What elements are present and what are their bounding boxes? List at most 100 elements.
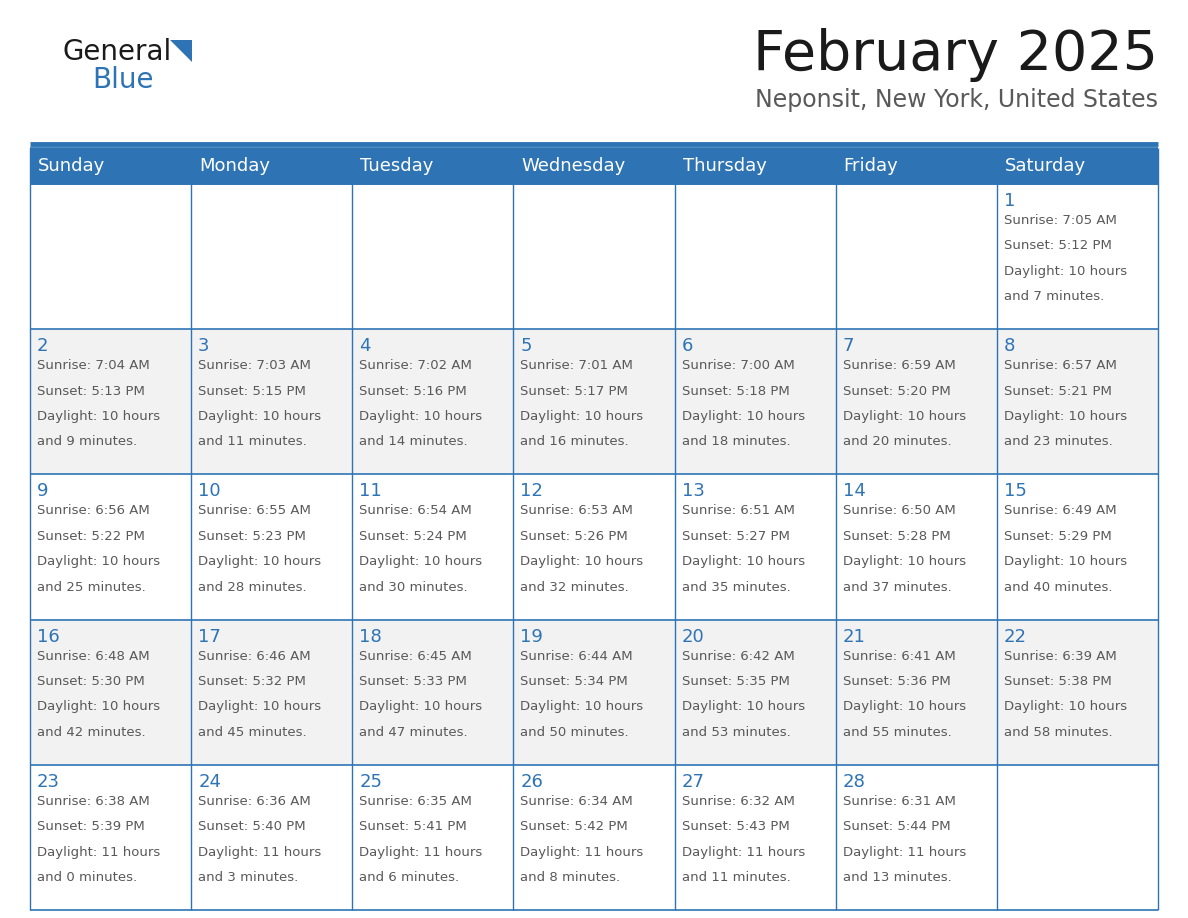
Text: Daylight: 11 hours: Daylight: 11 hours	[198, 845, 322, 858]
Text: and 37 minutes.: and 37 minutes.	[842, 580, 952, 594]
Text: Sunrise: 6:45 AM: Sunrise: 6:45 AM	[359, 650, 472, 663]
Text: 20: 20	[682, 628, 704, 645]
Text: and 55 minutes.: and 55 minutes.	[842, 726, 952, 739]
Text: Sunset: 5:43 PM: Sunset: 5:43 PM	[682, 820, 789, 834]
Text: Sunrise: 7:01 AM: Sunrise: 7:01 AM	[520, 359, 633, 372]
Text: Sunset: 5:33 PM: Sunset: 5:33 PM	[359, 675, 467, 688]
Text: Daylight: 10 hours: Daylight: 10 hours	[842, 555, 966, 568]
Text: and 0 minutes.: and 0 minutes.	[37, 871, 137, 884]
Text: February 2025: February 2025	[753, 28, 1158, 82]
Text: Sunrise: 6:46 AM: Sunrise: 6:46 AM	[198, 650, 311, 663]
Text: 28: 28	[842, 773, 866, 790]
Text: 17: 17	[198, 628, 221, 645]
Text: Sunset: 5:27 PM: Sunset: 5:27 PM	[682, 530, 790, 543]
Text: Sunset: 5:38 PM: Sunset: 5:38 PM	[1004, 675, 1112, 688]
Text: Daylight: 10 hours: Daylight: 10 hours	[682, 410, 804, 423]
Text: Sunrise: 6:34 AM: Sunrise: 6:34 AM	[520, 795, 633, 808]
Text: Daylight: 10 hours: Daylight: 10 hours	[198, 555, 321, 568]
Text: Sunrise: 6:44 AM: Sunrise: 6:44 AM	[520, 650, 633, 663]
Text: Sunset: 5:35 PM: Sunset: 5:35 PM	[682, 675, 790, 688]
Text: Sunrise: 6:39 AM: Sunrise: 6:39 AM	[1004, 650, 1117, 663]
Text: 23: 23	[37, 773, 61, 790]
Text: 5: 5	[520, 337, 532, 355]
Polygon shape	[170, 40, 192, 62]
Text: and 11 minutes.: and 11 minutes.	[682, 871, 790, 884]
Text: Sunrise: 6:42 AM: Sunrise: 6:42 AM	[682, 650, 795, 663]
Text: and 23 minutes.: and 23 minutes.	[1004, 435, 1113, 448]
Bar	[30, 330, 1158, 475]
Text: Daylight: 11 hours: Daylight: 11 hours	[682, 845, 804, 858]
Text: Daylight: 10 hours: Daylight: 10 hours	[682, 700, 804, 713]
Text: Sunrise: 7:02 AM: Sunrise: 7:02 AM	[359, 359, 472, 372]
Bar	[30, 765, 1158, 910]
Text: Sunset: 5:20 PM: Sunset: 5:20 PM	[842, 385, 950, 397]
Text: 13: 13	[682, 482, 704, 500]
Text: Sunrise: 6:59 AM: Sunrise: 6:59 AM	[842, 359, 955, 372]
Text: Sunset: 5:36 PM: Sunset: 5:36 PM	[842, 675, 950, 688]
Bar	[30, 148, 1158, 184]
Text: Sunset: 5:26 PM: Sunset: 5:26 PM	[520, 530, 628, 543]
Text: 14: 14	[842, 482, 866, 500]
Text: Sunrise: 6:53 AM: Sunrise: 6:53 AM	[520, 504, 633, 518]
Text: Daylight: 10 hours: Daylight: 10 hours	[520, 555, 644, 568]
Text: and 13 minutes.: and 13 minutes.	[842, 871, 952, 884]
Text: Sunrise: 6:48 AM: Sunrise: 6:48 AM	[37, 650, 150, 663]
Text: and 20 minutes.: and 20 minutes.	[842, 435, 952, 448]
Text: Sunrise: 6:36 AM: Sunrise: 6:36 AM	[198, 795, 311, 808]
Text: Daylight: 11 hours: Daylight: 11 hours	[520, 845, 644, 858]
Text: Sunrise: 6:38 AM: Sunrise: 6:38 AM	[37, 795, 150, 808]
Text: and 30 minutes.: and 30 minutes.	[359, 580, 468, 594]
Text: Daylight: 10 hours: Daylight: 10 hours	[842, 410, 966, 423]
Text: Sunrise: 6:54 AM: Sunrise: 6:54 AM	[359, 504, 472, 518]
Text: Sunset: 5:18 PM: Sunset: 5:18 PM	[682, 385, 789, 397]
Text: Sunset: 5:39 PM: Sunset: 5:39 PM	[37, 820, 145, 834]
Text: Sunset: 5:15 PM: Sunset: 5:15 PM	[198, 385, 307, 397]
Text: and 9 minutes.: and 9 minutes.	[37, 435, 137, 448]
Text: Sunrise: 6:35 AM: Sunrise: 6:35 AM	[359, 795, 472, 808]
Bar	[30, 475, 1158, 620]
Text: 1: 1	[1004, 192, 1016, 210]
Text: and 11 minutes.: and 11 minutes.	[198, 435, 307, 448]
Text: 11: 11	[359, 482, 383, 500]
Text: and 18 minutes.: and 18 minutes.	[682, 435, 790, 448]
Text: and 14 minutes.: and 14 minutes.	[359, 435, 468, 448]
Text: Daylight: 10 hours: Daylight: 10 hours	[1004, 555, 1127, 568]
Text: Sunset: 5:21 PM: Sunset: 5:21 PM	[1004, 385, 1112, 397]
Text: Daylight: 10 hours: Daylight: 10 hours	[682, 555, 804, 568]
Text: Sunrise: 7:00 AM: Sunrise: 7:00 AM	[682, 359, 795, 372]
Text: Daylight: 10 hours: Daylight: 10 hours	[520, 700, 644, 713]
Text: 15: 15	[1004, 482, 1026, 500]
Text: Daylight: 10 hours: Daylight: 10 hours	[198, 410, 321, 423]
Text: Daylight: 10 hours: Daylight: 10 hours	[1004, 264, 1127, 278]
Text: Daylight: 10 hours: Daylight: 10 hours	[1004, 700, 1127, 713]
Text: 10: 10	[198, 482, 221, 500]
Text: 26: 26	[520, 773, 543, 790]
Text: Daylight: 10 hours: Daylight: 10 hours	[842, 700, 966, 713]
Text: 16: 16	[37, 628, 59, 645]
Text: Daylight: 10 hours: Daylight: 10 hours	[37, 410, 160, 423]
Text: Sunrise: 6:57 AM: Sunrise: 6:57 AM	[1004, 359, 1117, 372]
Text: and 16 minutes.: and 16 minutes.	[520, 435, 630, 448]
Text: and 40 minutes.: and 40 minutes.	[1004, 580, 1112, 594]
Text: Sunrise: 7:05 AM: Sunrise: 7:05 AM	[1004, 214, 1117, 227]
Text: Daylight: 11 hours: Daylight: 11 hours	[842, 845, 966, 858]
Text: 18: 18	[359, 628, 383, 645]
Text: Friday: Friday	[843, 157, 898, 175]
Text: and 32 minutes.: and 32 minutes.	[520, 580, 630, 594]
Text: and 3 minutes.: and 3 minutes.	[198, 871, 298, 884]
Text: Daylight: 10 hours: Daylight: 10 hours	[359, 700, 482, 713]
Text: Sunrise: 6:31 AM: Sunrise: 6:31 AM	[842, 795, 955, 808]
Text: Thursday: Thursday	[683, 157, 766, 175]
Text: Sunset: 5:30 PM: Sunset: 5:30 PM	[37, 675, 145, 688]
Text: 12: 12	[520, 482, 543, 500]
Text: Sunset: 5:34 PM: Sunset: 5:34 PM	[520, 675, 628, 688]
Text: Sunset: 5:28 PM: Sunset: 5:28 PM	[842, 530, 950, 543]
Text: Sunrise: 7:04 AM: Sunrise: 7:04 AM	[37, 359, 150, 372]
Text: and 7 minutes.: and 7 minutes.	[1004, 290, 1104, 303]
Text: and 6 minutes.: and 6 minutes.	[359, 871, 460, 884]
Text: Daylight: 10 hours: Daylight: 10 hours	[37, 555, 160, 568]
Text: Sunrise: 6:50 AM: Sunrise: 6:50 AM	[842, 504, 955, 518]
Text: Blue: Blue	[91, 66, 153, 94]
Text: Sunrise: 6:49 AM: Sunrise: 6:49 AM	[1004, 504, 1117, 518]
Text: 22: 22	[1004, 628, 1026, 645]
